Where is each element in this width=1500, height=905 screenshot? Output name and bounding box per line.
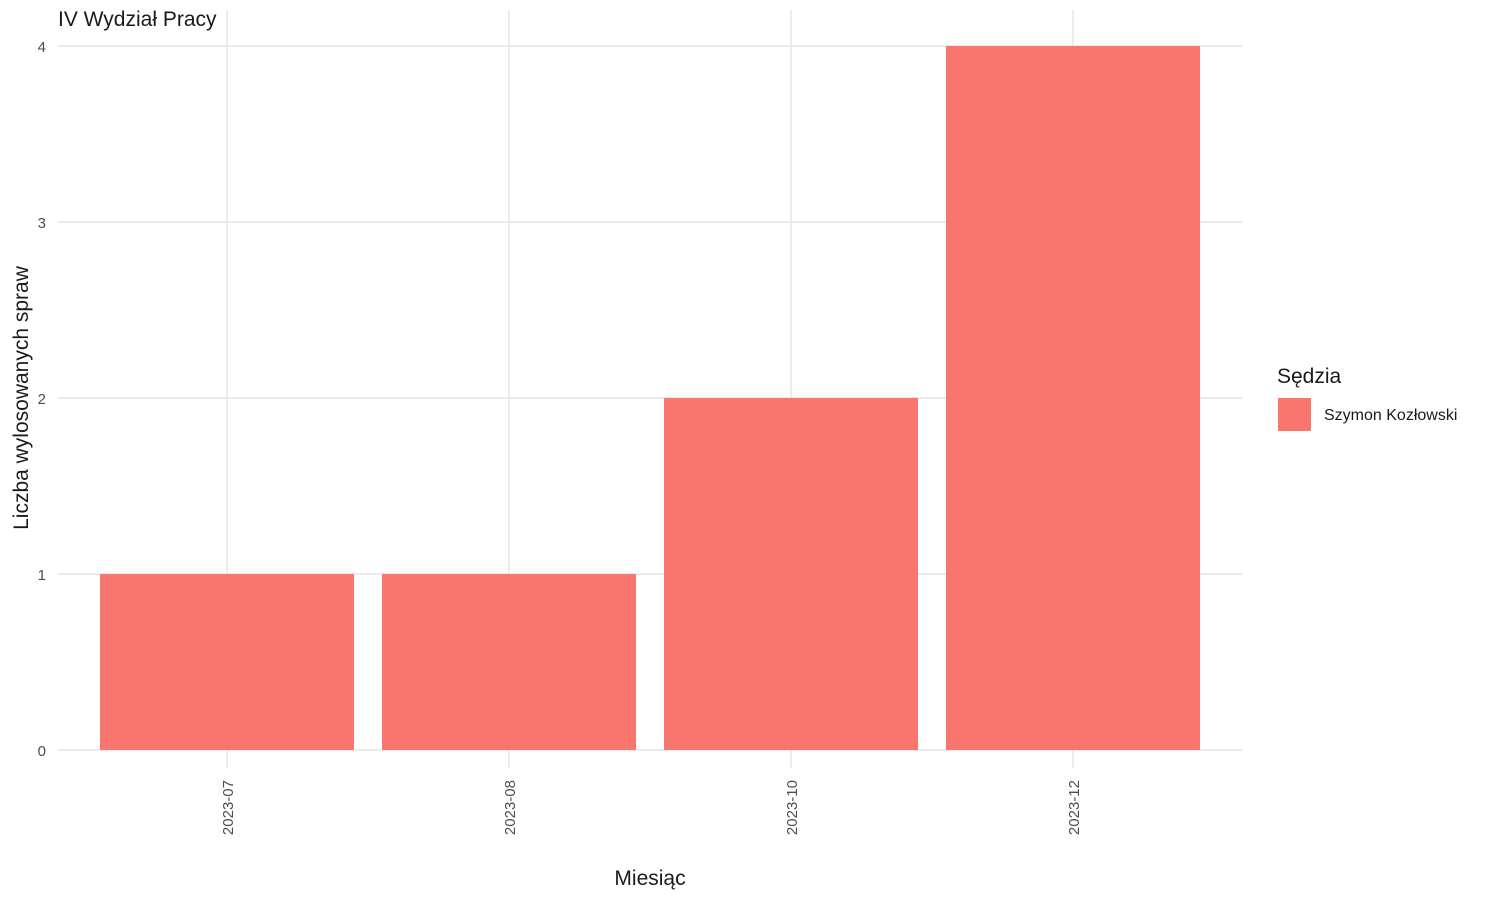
y-tick-label: 0 xyxy=(38,743,46,760)
chart-title: IV Wydział Pracy xyxy=(58,8,217,31)
legend-swatch xyxy=(1278,398,1311,431)
y-tick-label: 3 xyxy=(38,215,46,232)
legend-items: Szymon Kozłowski xyxy=(1278,398,1457,431)
y-tick-label: 1 xyxy=(38,567,46,584)
x-tick-label: 2023-10 xyxy=(784,780,801,835)
bars-layer xyxy=(100,46,1200,750)
x-tick-labels: 2023-07 2023-08 2023-10 2023-12 xyxy=(220,780,1083,835)
legend: Sędzia Szymon Kozłowski xyxy=(1277,365,1457,431)
bar xyxy=(664,398,918,750)
legend-label: Szymon Kozłowski xyxy=(1324,407,1457,424)
bar xyxy=(100,574,354,750)
y-tick-label: 2 xyxy=(38,391,46,408)
x-tick-label: 2023-12 xyxy=(1066,780,1083,835)
x-tick-label: 2023-08 xyxy=(502,780,519,835)
y-tick-labels: 0 1 2 3 4 xyxy=(38,39,46,760)
legend-title: Sędzia xyxy=(1277,365,1342,388)
x-tick-label: 2023-07 xyxy=(220,780,237,835)
bar xyxy=(946,46,1200,750)
bar xyxy=(382,574,636,750)
x-axis-title: Miesiąc xyxy=(614,867,685,890)
y-tick-label: 4 xyxy=(38,39,46,56)
y-axis-title: Liczba wylosowanych spraw xyxy=(10,265,33,530)
